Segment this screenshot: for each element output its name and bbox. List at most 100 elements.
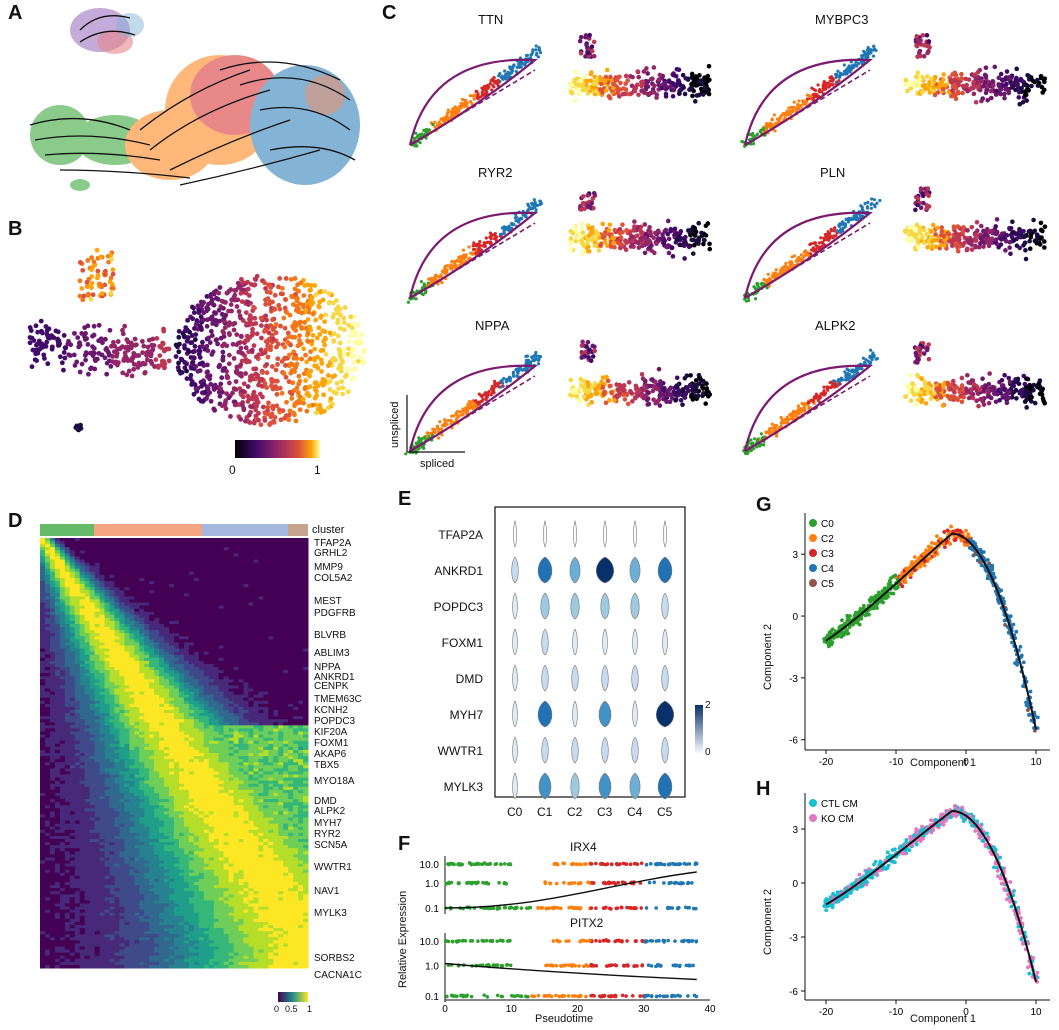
colorbar-b [235,440,320,458]
violin-DMD-C1 [541,664,549,692]
heatmap-gene-label: MEST [314,596,342,607]
violin-FOXM1-C5 [662,628,668,656]
f-ylabel: Relative Expression [397,890,409,988]
legend-label: C0 [821,519,834,530]
f-xtick: 40 [704,1004,716,1015]
panel-b-pseudotime-umap [27,247,368,458]
violin-TFAP2A-C5 [663,520,667,548]
violin-frame [494,506,686,798]
ytick: -3 [789,933,798,944]
violin-ANKRD1-C1 [537,556,553,584]
ytick: -6 [789,987,798,998]
legend-swatch [809,549,817,557]
heatmap-gene-label: POPDC3 [314,716,356,727]
phase-portrait-0 [408,32,712,148]
panel-c-phase-portraits: TTN MYBPC3 RYR2 PLN NPPA ALPK2 unspliced… [389,0,1055,490]
violin-cluster-label: C3 [597,805,613,819]
heatmap-colorbar [278,992,308,1002]
heatmap-gene-label: GRHL2 [314,548,348,559]
phase-xlabel: spliced [420,458,455,470]
ytick: 3 [792,550,798,561]
xtick: 0 [963,1007,969,1018]
violin-ANKRD1-C3 [596,556,614,584]
heatmap-gene-label: KIF20A [314,727,348,738]
heatmap-gene-label: WWTR1 [314,862,352,873]
legend-label: C2 [821,534,834,545]
phase-portrait-4 [404,339,713,456]
panel-label-g: G [756,494,772,516]
heatmap-gene-label: CACNA1C [314,970,362,981]
legend-label: CTL CM [821,799,858,810]
panel-h-trajectory-genotype: -20 -10 0 10 3 0 -3 -6 CTL CM KO CM Component 1 C… [760,785,1059,1030]
gene-title-ryr2: RYR2 [478,165,513,180]
ytick: -6 [789,736,798,747]
gene-title-ttn: TTN [478,12,504,27]
h-xlabel: Component 1 [910,1013,977,1025]
violin-POPDC3-C3 [600,592,610,620]
violin-FOXM1-C2 [572,628,578,656]
violin-ANKRD1-C4 [629,556,641,584]
f-title-pitx2: PITX2 [570,916,604,930]
violin-MYLK3-C3 [598,772,612,800]
heatmap-cluster-label: cluster [312,524,345,536]
xtick: 0 [963,757,969,768]
heatmap-gene-label: ANKRD1 [314,672,355,683]
gene-title-pln: PLN [820,165,846,180]
f-ytick: 0.1 [425,992,439,1003]
violin-gene-label: ANKRD1 [434,564,483,578]
violin-WWTR1-C1 [541,736,549,764]
violin-MYLK3-C0 [512,772,518,800]
heatmap-gene-label: PDGFRB [314,608,356,619]
violin-MYH7-C5 [656,700,674,728]
heatmap-gene-label: SCN5A [314,840,348,851]
f-ytick: 0.1 [425,904,439,915]
panel-label-d: D [8,510,23,532]
violin-WWTR1-C4 [631,736,639,764]
f-ytick: 10.0 [420,860,440,871]
panel-label-e: E [398,488,412,510]
panel-e-violin: TFAP2A ANKRD1 POPDC3 FOXM1 DMD MYH7 WWTR1 MYLK3… [395,505,725,835]
colorbar-b-max: 1 [314,463,321,477]
phase-portrait-3 [742,186,1048,303]
legend-label: KO CM [821,814,854,825]
f-xtick: 10 [506,1004,518,1015]
panel-g-trajectory-clusters: -20 -10 0 10 3 0 -3 -6 C0 C2 C3 C4 C5 Component 1 Co… [760,505,1059,780]
heatmap-gene-label: RYR2 [314,829,341,840]
heatmap-cb-1: 1 [307,1004,313,1014]
violin-gene-label: MYH7 [449,708,483,722]
violin-MYH7-C2 [572,700,578,728]
xtick: -20 [819,1007,834,1018]
violin-POPDC3-C1 [540,592,550,620]
violin-TFAP2A-C2 [573,520,577,548]
violin-cluster-label: C4 [627,805,643,819]
violin-POPDC3-C0 [512,592,518,620]
violin-ANKRD1-C0 [511,556,519,584]
legend-swatch [809,799,817,807]
heatmap-gene-label: ALPK2 [314,806,346,817]
violin-gene-label: POPDC3 [433,600,483,614]
heatmap-gene-label: COL5A2 [314,573,353,584]
ytick: 0 [792,879,798,890]
legend-swatch [809,564,817,572]
g-xlabel: Component 1 [910,757,977,769]
violin-cb-min: 0 [705,747,711,758]
violin-FOXM1-C4 [632,628,638,656]
violin-cb-max: 2 [705,700,711,711]
violin-DMD-C0 [512,664,518,692]
violin-POPDC3-C4 [630,592,640,620]
violin-gene-label: DMD [455,672,483,686]
violin-MYH7-C1 [537,700,553,728]
phase-portrait-2 [406,190,713,304]
panel-f-pseudotime-expression: 10.0 1.0 0.1 10.0 1.0 0.1 0 10 20 30 40 IRX4 PITX2… [395,838,725,1028]
legend-swatch [809,579,817,587]
panel-a-velocity-umap [29,8,360,191]
gene-title-mybpc3: MYBPC3 [815,12,869,27]
heatmap-gene-label: MYO18A [314,776,355,787]
violin-WWTR1-C0 [512,736,518,764]
heatmap-gene-label: FOXM1 [314,738,349,749]
ytick: -3 [789,674,798,685]
heatmap-gene-label: KCNH2 [314,705,348,716]
legend-swatch [809,534,817,542]
violin-cluster-label: C2 [567,805,583,819]
violin-DMD-C5 [661,664,669,692]
